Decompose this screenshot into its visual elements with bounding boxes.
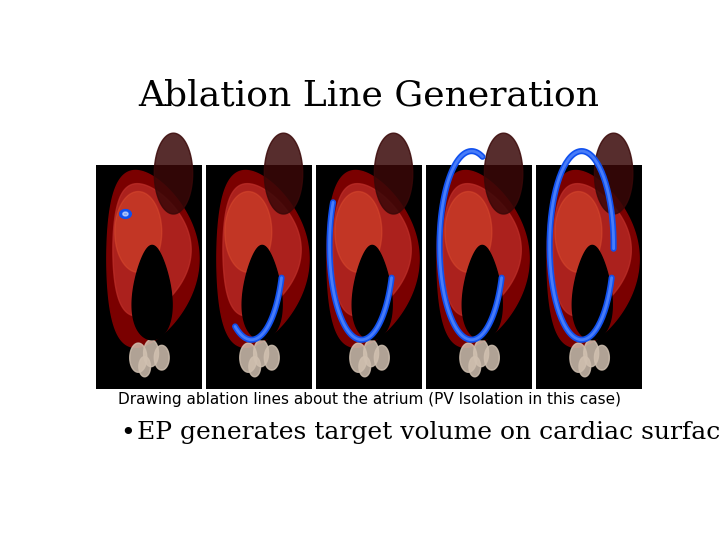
- Polygon shape: [374, 133, 413, 214]
- Text: EP generates target volume on cardiac surface rendering: EP generates target volume on cardiac su…: [138, 421, 720, 444]
- Polygon shape: [217, 171, 309, 347]
- Polygon shape: [595, 346, 609, 370]
- Polygon shape: [584, 340, 598, 367]
- Polygon shape: [352, 245, 392, 340]
- Polygon shape: [474, 340, 489, 367]
- Polygon shape: [327, 171, 419, 347]
- Polygon shape: [350, 343, 367, 372]
- Polygon shape: [114, 192, 162, 272]
- Polygon shape: [130, 343, 147, 372]
- Polygon shape: [223, 184, 301, 316]
- Polygon shape: [553, 184, 631, 316]
- Polygon shape: [570, 343, 587, 372]
- Polygon shape: [120, 210, 131, 218]
- Bar: [536, 165, 642, 389]
- Bar: [315, 165, 423, 389]
- Polygon shape: [333, 184, 411, 316]
- Polygon shape: [113, 184, 192, 316]
- Polygon shape: [462, 245, 503, 340]
- Polygon shape: [253, 340, 269, 367]
- Polygon shape: [364, 340, 379, 367]
- Polygon shape: [579, 356, 590, 377]
- Polygon shape: [139, 356, 150, 377]
- Text: Ablation Line Generation: Ablation Line Generation: [138, 79, 600, 113]
- Polygon shape: [240, 343, 257, 372]
- Polygon shape: [485, 346, 499, 370]
- Polygon shape: [445, 192, 492, 272]
- Polygon shape: [460, 343, 477, 372]
- Polygon shape: [469, 356, 481, 377]
- Polygon shape: [555, 192, 602, 272]
- Text: •: •: [121, 421, 135, 445]
- Polygon shape: [359, 356, 371, 377]
- Polygon shape: [154, 133, 193, 214]
- Bar: [426, 165, 532, 389]
- Bar: [96, 165, 202, 389]
- Polygon shape: [242, 245, 282, 340]
- Polygon shape: [572, 245, 612, 340]
- Polygon shape: [107, 171, 199, 347]
- Polygon shape: [249, 356, 261, 377]
- Polygon shape: [547, 171, 639, 347]
- Polygon shape: [595, 133, 633, 214]
- Polygon shape: [437, 171, 529, 347]
- Polygon shape: [154, 346, 169, 370]
- Polygon shape: [143, 340, 158, 367]
- Polygon shape: [264, 346, 279, 370]
- Polygon shape: [123, 212, 128, 216]
- Polygon shape: [132, 245, 172, 340]
- Polygon shape: [264, 133, 302, 214]
- Polygon shape: [335, 192, 382, 272]
- Polygon shape: [374, 346, 390, 370]
- Text: Drawing ablation lines about the atrium (PV Isolation in this case): Drawing ablation lines about the atrium …: [117, 392, 621, 407]
- Polygon shape: [225, 192, 271, 272]
- Polygon shape: [485, 133, 523, 214]
- Polygon shape: [443, 184, 521, 316]
- Bar: [206, 165, 312, 389]
